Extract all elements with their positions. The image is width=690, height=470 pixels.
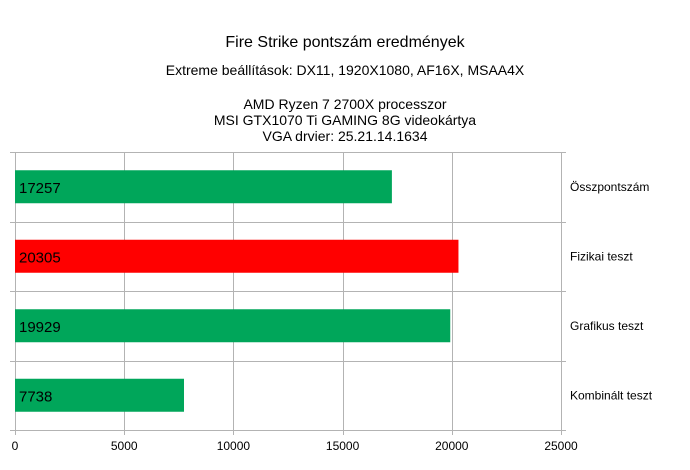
x-tick-label: 10000 [217, 439, 251, 453]
chart-title: Fire Strike pontszám eredmények [225, 34, 465, 51]
category-label: Grafikus teszt [570, 319, 644, 333]
bar-value-label: 17257 [19, 180, 61, 197]
bar-value-label: 19929 [19, 319, 61, 336]
chart-subtitle-driver: VGA drvier: 25.21.14.1634 [262, 128, 428, 144]
x-tick-label: 5000 [111, 439, 138, 453]
category-label: Összpontszám [570, 180, 649, 194]
bar [15, 170, 392, 204]
bar-value-label: 7738 [19, 388, 52, 405]
x-tick-label: 15000 [326, 439, 360, 453]
chart-subtitle-cpu: AMD Ryzen 7 2700X processzor [243, 96, 447, 112]
x-tick-label: 0 [12, 439, 19, 453]
bar-value-label: 20305 [19, 249, 61, 266]
bar [15, 378, 184, 412]
chart-subtitle-settings: Extreme beállítások: DX11, 1920X1080, AF… [165, 62, 525, 78]
x-tick-label: 20000 [435, 439, 469, 453]
bars: 17257 20305 19929 7738 [15, 170, 459, 412]
category-label: Fizikai teszt [570, 249, 633, 263]
bar [15, 239, 459, 273]
chart-subtitle-gpu: MSI GTX1070 Ti GAMING 8G videokártya [213, 112, 477, 128]
x-tick-label: 25000 [544, 439, 578, 453]
bar [15, 309, 451, 343]
category-label: Kombinált teszt [570, 388, 653, 402]
category-labels: Összpontszám Fizikai teszt Grafikus teszt K… [570, 180, 653, 403]
x-axis-ticks: 0 5000 10000 15000 20000 25000 [12, 439, 578, 453]
